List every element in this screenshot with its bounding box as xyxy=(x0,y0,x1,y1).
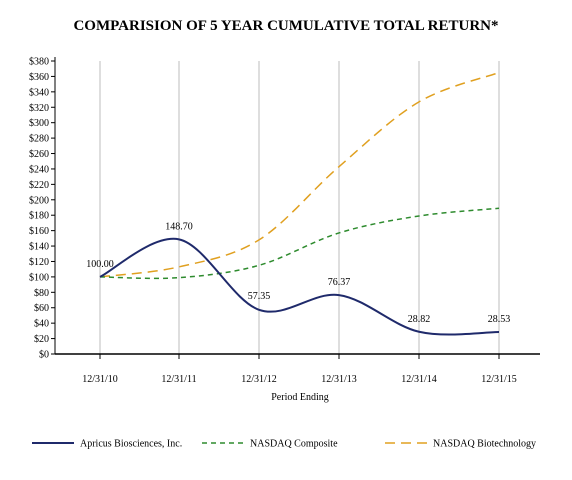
y-tick-label: $260 xyxy=(29,149,49,160)
grid xyxy=(99,61,500,354)
x-axis: 12/31/10 12/31/11 12/31/12 12/31/13 12/31/14… xyxy=(55,353,540,385)
data-label: 28.82 xyxy=(408,314,431,325)
x-tick-label: 12/31/10 xyxy=(82,374,118,385)
data-label: 28.53 xyxy=(488,314,511,325)
x-tick-label: 12/31/11 xyxy=(161,374,196,385)
x-tick-label: 12/31/14 xyxy=(401,374,437,385)
legend-label-apricus-biosciences-inc: Apricus Biosciences, Inc. xyxy=(80,439,182,450)
series-line-nasdaq-biotechnology xyxy=(99,71,500,278)
y-axis: $0 $20 $40 $60 $80 $100 $120 $140 $160 $180 $200 $2… xyxy=(29,57,56,361)
series-line-nasdaq-composite xyxy=(99,207,500,280)
legend-label-nasdaq-biotechnology: NASDAQ Biotechnology xyxy=(433,439,536,450)
legend-label-nasdaq-composite: NASDAQ Composite xyxy=(250,439,338,450)
y-tick-label: $340 xyxy=(29,87,49,98)
y-tick-label: $200 xyxy=(29,195,49,206)
legend: Apricus Biosciences, Inc. NASDAQ Composit… xyxy=(32,439,536,450)
y-tick-label: $120 xyxy=(29,257,49,268)
y-tick-label: $80 xyxy=(34,288,49,299)
series-line-apricus-biosciences-inc xyxy=(99,237,500,336)
y-tick-label: $100 xyxy=(29,272,49,283)
x-axis-title: Period Ending xyxy=(271,392,329,403)
series-lines xyxy=(99,71,500,336)
data-label: 100.00 xyxy=(86,259,114,270)
data-label: 76.37 xyxy=(328,277,351,288)
y-tick-label: $360 xyxy=(29,72,49,83)
y-tick-label: $20 xyxy=(34,334,49,345)
y-tick-label: $220 xyxy=(29,180,49,191)
y-tick-label: $160 xyxy=(29,226,49,237)
y-tick-label: $140 xyxy=(29,242,49,253)
x-tick-label: 12/31/15 xyxy=(481,374,517,385)
x-tick-label: 12/31/12 xyxy=(241,374,277,385)
x-tick-label: 12/31/13 xyxy=(321,374,357,385)
y-tick-label: $380 xyxy=(29,57,49,68)
y-tick-label: $300 xyxy=(29,118,49,129)
y-tick-label: $320 xyxy=(29,103,49,114)
y-tick-label: $0 xyxy=(39,350,49,361)
data-label: 148.70 xyxy=(165,221,193,232)
y-tick-label: $280 xyxy=(29,134,49,145)
y-tick-label: $60 xyxy=(34,303,49,314)
chart-title: COMPARISION OF 5 YEAR CUMULATIVE TOTAL R… xyxy=(73,18,498,34)
data-label: 57.35 xyxy=(248,291,271,302)
data-labels: 100.00 148.70 57.35 76.37 28.82 28.53 xyxy=(86,221,510,325)
y-tick-label: $180 xyxy=(29,211,49,222)
y-tick-label: $40 xyxy=(34,319,49,330)
y-tick-label: $240 xyxy=(29,164,49,175)
